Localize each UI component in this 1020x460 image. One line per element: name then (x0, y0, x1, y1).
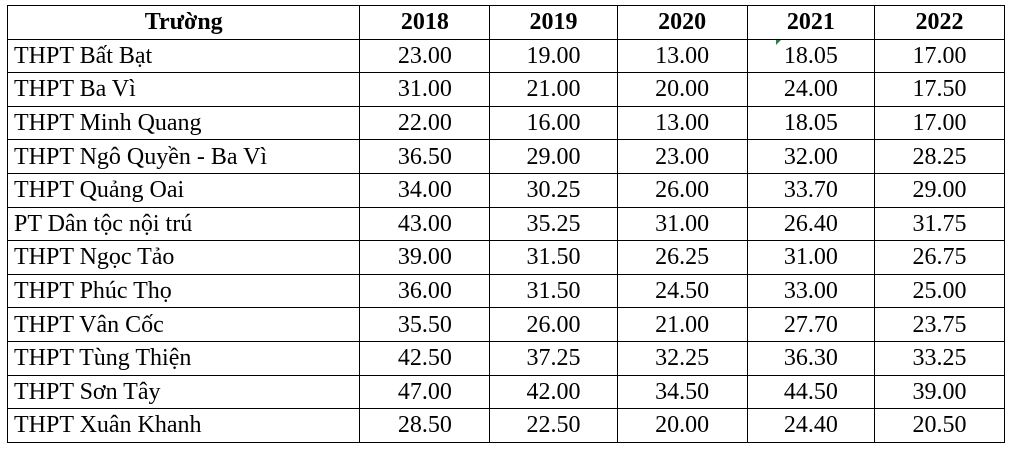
score-cell-2022[interactable]: 39.00 (874, 374, 1005, 410)
score-cell-2019[interactable]: 22.50 (489, 408, 618, 443)
score-cell-2019[interactable]: 35.25 (489, 206, 618, 242)
school-name-cell[interactable]: THPT Sơn Tây (6, 374, 361, 410)
score-cell-2020[interactable]: 21.00 (616, 307, 748, 342)
score-cell-2022[interactable]: 17.00 (874, 38, 1005, 74)
score-cell-2020[interactable]: 23.00 (616, 139, 748, 174)
cell-marker-icon (776, 40, 781, 45)
score-cell-2019[interactable]: 30.25 (489, 172, 618, 208)
school-name-cell[interactable]: THPT Xuân Khanh (6, 408, 361, 443)
score-cell-2019[interactable]: 31.50 (489, 240, 618, 275)
score-cell-2020[interactable]: 31.00 (616, 206, 748, 242)
score-cell-2018[interactable]: 22.00 (359, 105, 491, 141)
score-cell-2019[interactable]: 31.50 (489, 273, 618, 309)
score-cell-2019[interactable]: 19.00 (489, 38, 618, 74)
header-year-2019: 2019 (489, 5, 618, 40)
score-cell-2020[interactable]: 24.50 (616, 273, 748, 309)
score-cell-2021[interactable]: 24.00 (746, 72, 876, 107)
score-cell-2020[interactable]: 26.00 (616, 172, 748, 208)
school-name-cell[interactable]: THPT Phúc Thọ (6, 273, 361, 309)
score-cell-2021[interactable]: 33.70 (746, 172, 876, 208)
table-row: THPT Phúc Thọ 36.00 31.50 24.50 33.00 25.00 (6, 273, 1005, 309)
school-name-cell[interactable]: PT Dân tộc nội trú (6, 206, 361, 242)
score-cell-2018[interactable]: 31.00 (359, 72, 491, 107)
score-cell-2020[interactable]: 26.25 (616, 240, 748, 275)
score-cell-2019[interactable]: 37.25 (489, 340, 618, 376)
score-cell-2021[interactable]: 32.00 (746, 139, 876, 174)
score-cell-2020[interactable]: 13.00 (616, 105, 748, 141)
header-year-2020: 2020 (616, 5, 748, 40)
score-cell-2021[interactable]: 36.30 (746, 340, 876, 376)
header-row: Trường 2018 2019 2020 2021 2022 (6, 5, 1005, 40)
score-cell-2021[interactable]: 33.00 (746, 273, 876, 309)
score-table: Trường 2018 2019 2020 2021 2022 THPT Bất… (6, 5, 1005, 443)
table-row: THPT Ba Vì 31.00 21.00 20.00 24.00 17.50 (6, 72, 1005, 107)
score-cell-2019[interactable]: 29.00 (489, 139, 618, 174)
score-cell-2018[interactable]: 43.00 (359, 206, 491, 242)
header-school: Trường (6, 5, 361, 40)
score-cell-2022[interactable]: 28.25 (874, 139, 1005, 174)
school-name-cell[interactable]: THPT Ba Vì (6, 72, 361, 107)
score-cell-2019[interactable]: 21.00 (489, 72, 618, 107)
score-cell-2020[interactable]: 20.00 (616, 72, 748, 107)
table-row: PT Dân tộc nội trú 43.00 35.25 31.00 26.40 31… (6, 206, 1005, 242)
table-row: THPT Vân Cốc 35.50 26.00 21.00 27.70 23.75 (6, 307, 1005, 342)
table-row: THPT Xuân Khanh 28.50 22.50 20.00 24.40 20.50 (6, 408, 1005, 443)
score-cell-2021[interactable]: 27.70 (746, 307, 876, 342)
score-cell-2020[interactable]: 32.25 (616, 340, 748, 376)
score-cell-2019[interactable]: 42.00 (489, 374, 618, 410)
score-cell-2022[interactable]: 25.00 (874, 273, 1005, 309)
score-cell-2022[interactable]: 26.75 (874, 240, 1005, 275)
score-cell-2022[interactable]: 20.50 (874, 408, 1005, 443)
score-cell-2021[interactable]: 18.05 (746, 105, 876, 141)
table-row: THPT Minh Quang 22.00 16.00 13.00 18.05 17.00 (6, 105, 1005, 141)
score-cell-2021[interactable]: 18.05 (746, 38, 876, 74)
score-cell-2018[interactable]: 35.50 (359, 307, 491, 342)
table-row: THPT Ngô Quyền - Ba Vì 36.50 29.00 23.00 32.… (6, 139, 1005, 174)
score-cell-2022[interactable]: 29.00 (874, 172, 1005, 208)
score-cell-2022[interactable]: 17.00 (874, 105, 1005, 141)
school-name-cell[interactable]: THPT Vân Cốc (6, 307, 361, 342)
score-cell-2022[interactable]: 17.50 (874, 72, 1005, 107)
table-row: THPT Tùng Thiện 42.50 37.25 32.25 36.30 33.25 (6, 340, 1005, 376)
score-cell-2018[interactable]: 23.00 (359, 38, 491, 74)
score-cell-2018[interactable]: 36.50 (359, 139, 491, 174)
school-name-cell[interactable]: THPT Minh Quang (6, 105, 361, 141)
header-year-2021: 2021 (746, 5, 876, 40)
score-cell-2020[interactable]: 34.50 (616, 374, 748, 410)
school-name-cell[interactable]: THPT Bất Bạt (6, 38, 361, 74)
score-cell-2021[interactable]: 31.00 (746, 240, 876, 275)
header-year-2018: 2018 (359, 5, 491, 40)
score-cell-2019[interactable]: 16.00 (489, 105, 618, 141)
school-name-cell[interactable]: THPT Ngô Quyền - Ba Vì (6, 139, 361, 174)
score-cell-2018[interactable]: 39.00 (359, 240, 491, 275)
table-row: THPT Quảng Oai 34.00 30.25 26.00 33.70 29.00 (6, 172, 1005, 208)
table-row: THPT Ngọc Tảo 39.00 31.50 26.25 31.00 26.75 (6, 240, 1005, 275)
score-cell-2020[interactable]: 13.00 (616, 38, 748, 74)
score-cell-2018[interactable]: 36.00 (359, 273, 491, 309)
score-cell-2022[interactable]: 23.75 (874, 307, 1005, 342)
score-cell-2018[interactable]: 47.00 (359, 374, 491, 410)
score-cell-2022[interactable]: 33.25 (874, 340, 1005, 376)
header-year-2022: 2022 (874, 5, 1005, 40)
score-cell-2019[interactable]: 26.00 (489, 307, 618, 342)
score-cell-2021[interactable]: 24.40 (746, 408, 876, 443)
school-name-cell[interactable]: THPT Tùng Thiện (6, 340, 361, 376)
score-cell-2018[interactable]: 34.00 (359, 172, 491, 208)
school-name-cell[interactable]: THPT Quảng Oai (6, 172, 361, 208)
table-row: THPT Bất Bạt 23.00 19.00 13.00 18.05 17.00 (6, 38, 1005, 74)
score-cell-2021[interactable]: 26.40 (746, 206, 876, 242)
school-name-cell[interactable]: THPT Ngọc Tảo (6, 240, 361, 275)
score-cell-2018[interactable]: 42.50 (359, 340, 491, 376)
score-cell-2020[interactable]: 20.00 (616, 408, 748, 443)
table-row: THPT Sơn Tây 47.00 42.00 34.50 44.50 39.00 (6, 374, 1005, 410)
score-cell-2018[interactable]: 28.50 (359, 408, 491, 443)
score-cell-2021[interactable]: 44.50 (746, 374, 876, 410)
score-cell-2022[interactable]: 31.75 (874, 206, 1005, 242)
table-body: THPT Bất Bạt 23.00 19.00 13.00 18.05 17.00 THP… (6, 38, 1005, 443)
